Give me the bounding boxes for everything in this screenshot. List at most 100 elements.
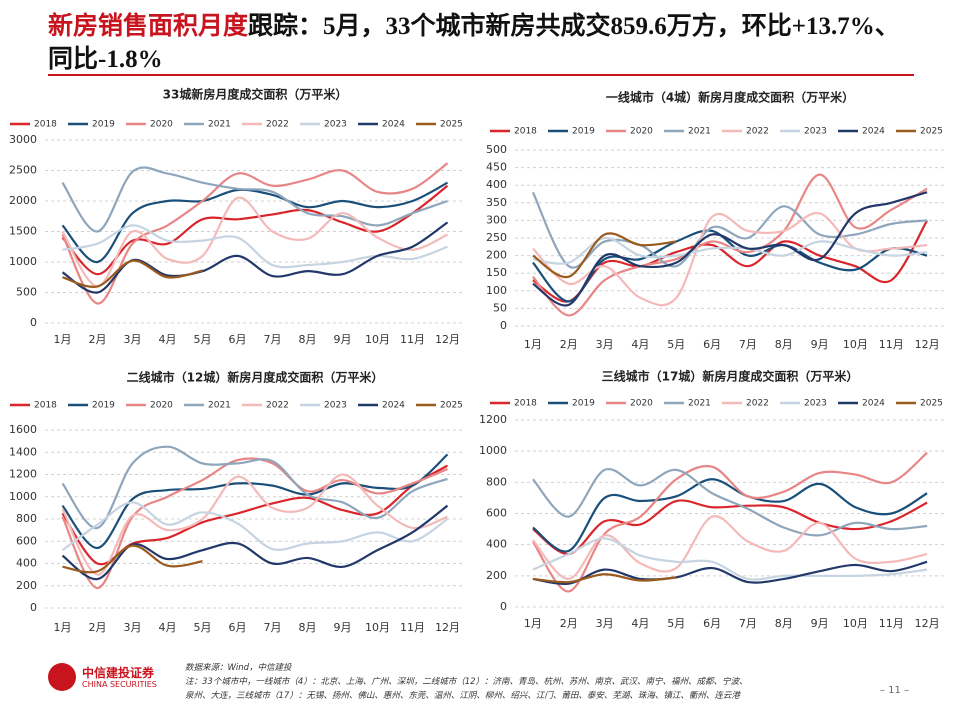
y-tick-label: 600	[16, 534, 37, 547]
series-line	[61, 184, 449, 276]
legend-label: 2019	[92, 120, 115, 130]
x-tick-label: 3月	[596, 617, 614, 630]
legend-label: 2025	[920, 127, 943, 137]
x-tick-label: 11月	[879, 617, 904, 630]
y-tick-label: 200	[16, 579, 37, 592]
y-tick-label: 400	[486, 538, 507, 551]
legend-label: 2025	[920, 399, 943, 409]
slide-title: 新房销售面积月度跟踪：5月，33个城市新房共成交859.6万方，环比+13.7%…	[48, 10, 908, 76]
legend-label: 2024	[862, 399, 885, 409]
x-tick-label: 1月	[54, 333, 72, 346]
chart: 一线城市（4城）新房月度成交面积（万平米） 0 50 100 150 200 250 300 3…	[486, 90, 945, 351]
legend-label: 2018	[34, 401, 57, 411]
x-tick-label: 7月	[264, 333, 282, 346]
y-tick-label: 600	[486, 507, 507, 520]
y-tick-label: 1200	[9, 468, 37, 481]
series-line	[532, 560, 928, 586]
logo-text: 中信建投证券	[82, 666, 155, 680]
x-tick-label: 11月	[400, 621, 425, 634]
y-tick-label: 500	[16, 286, 37, 299]
series-line	[62, 259, 203, 288]
series-line	[61, 473, 448, 576]
legend-label: 2022	[266, 120, 289, 130]
y-tick-label: 300	[486, 213, 507, 226]
legend-label: 2023	[324, 401, 347, 411]
page-number: – 11 –	[880, 685, 910, 696]
x-tick-label: 6月	[229, 333, 247, 346]
series-line	[532, 467, 928, 537]
x-tick-label: 2月	[89, 621, 107, 634]
series-line	[61, 445, 448, 530]
series-line	[62, 544, 203, 574]
chart-title: 三线城市（17城）新房月度成交面积（万平米）	[602, 369, 859, 384]
series-line	[532, 173, 928, 317]
chart: 三线城市（17城）新房月度成交面积（万平米） 0 200 400 600 800 1000 1…	[480, 369, 945, 630]
y-tick-label: 500	[486, 143, 507, 156]
x-tick-label: 3月	[124, 621, 142, 634]
logo	[48, 663, 76, 691]
x-tick-label: 12月	[915, 338, 940, 351]
x-tick-label: 1月	[524, 338, 542, 351]
x-tick-label: 8月	[299, 333, 317, 346]
x-tick-label: 9月	[811, 338, 829, 351]
y-tick-label: 200	[486, 569, 507, 582]
legend-label: 2023	[804, 127, 827, 137]
chart-title: 33城新房月度成交面积（万平米）	[163, 87, 348, 102]
legend-label: 2025	[440, 401, 463, 411]
x-tick-label: 5月	[667, 338, 685, 351]
x-tick-label: 6月	[703, 617, 721, 630]
series-line	[532, 537, 928, 581]
x-tick-label: 11月	[400, 333, 425, 346]
x-tick-label: 2月	[89, 333, 107, 346]
y-tick-label: 2000	[9, 194, 37, 207]
legend-label: 2020	[150, 120, 173, 130]
y-tick-label: 1400	[9, 445, 37, 458]
legend-label: 2018	[514, 399, 537, 409]
y-tick-label: 0	[30, 316, 37, 329]
legend-label: 2019	[92, 401, 115, 411]
note: 注：33个城市中，一线城市（4）：北京、上海、广州、深圳，二线城市（12）：济南…	[185, 677, 748, 687]
x-tick-label: 12月	[435, 333, 460, 346]
series-line	[531, 191, 928, 269]
series-line	[532, 219, 929, 303]
y-tick-label: 1000	[9, 255, 37, 268]
x-tick-label: 7月	[264, 621, 282, 634]
legend-label: 2019	[572, 127, 595, 137]
series-line	[61, 181, 449, 264]
y-tick-label: 0	[30, 601, 37, 614]
legend-label: 2024	[382, 401, 405, 411]
legend-label: 2021	[688, 399, 711, 409]
x-tick-label: 12月	[435, 621, 460, 634]
logo-text-en: CHINA SECURITIES	[82, 680, 157, 689]
y-tick-label: 250	[486, 231, 507, 244]
y-tick-label: 1500	[9, 225, 37, 238]
y-tick-label: 1000	[9, 490, 37, 503]
y-tick-label: 1600	[9, 423, 37, 436]
y-tick-label: 350	[486, 196, 507, 209]
y-tick-label: 800	[486, 475, 507, 488]
x-tick-label: 8月	[775, 617, 793, 630]
source: 数据来源：Wind，中信建投	[185, 663, 292, 673]
y-tick-label: 1000	[480, 444, 507, 457]
y-tick-label: 1200	[480, 413, 507, 426]
series-line	[531, 451, 928, 593]
x-tick-label: 6月	[703, 338, 721, 351]
legend-label: 2022	[266, 401, 289, 411]
x-tick-label: 1月	[54, 621, 72, 634]
x-tick-label: 4月	[631, 338, 649, 351]
x-tick-label: 10月	[365, 621, 390, 634]
chart-title: 一线城市（4城）新房月度成交面积（万平米）	[606, 90, 854, 105]
x-tick-label: 12月	[915, 617, 940, 630]
legend-label: 2024	[382, 120, 405, 130]
y-tick-label: 200	[486, 249, 507, 262]
x-tick-label: 8月	[775, 338, 793, 351]
series-line	[532, 573, 677, 584]
legend-label: 2021	[688, 127, 711, 137]
legend-label: 2020	[630, 127, 653, 137]
y-tick-label: 0	[500, 319, 507, 332]
title-highlight: 新房销售面积月度	[48, 13, 249, 40]
legend-label: 2023	[804, 399, 827, 409]
legend-label: 2020	[630, 399, 653, 409]
chart: 二线城市（12城）新房月度成交面积（万平米） 0 200 400 600 800 1000 1…	[9, 370, 465, 634]
